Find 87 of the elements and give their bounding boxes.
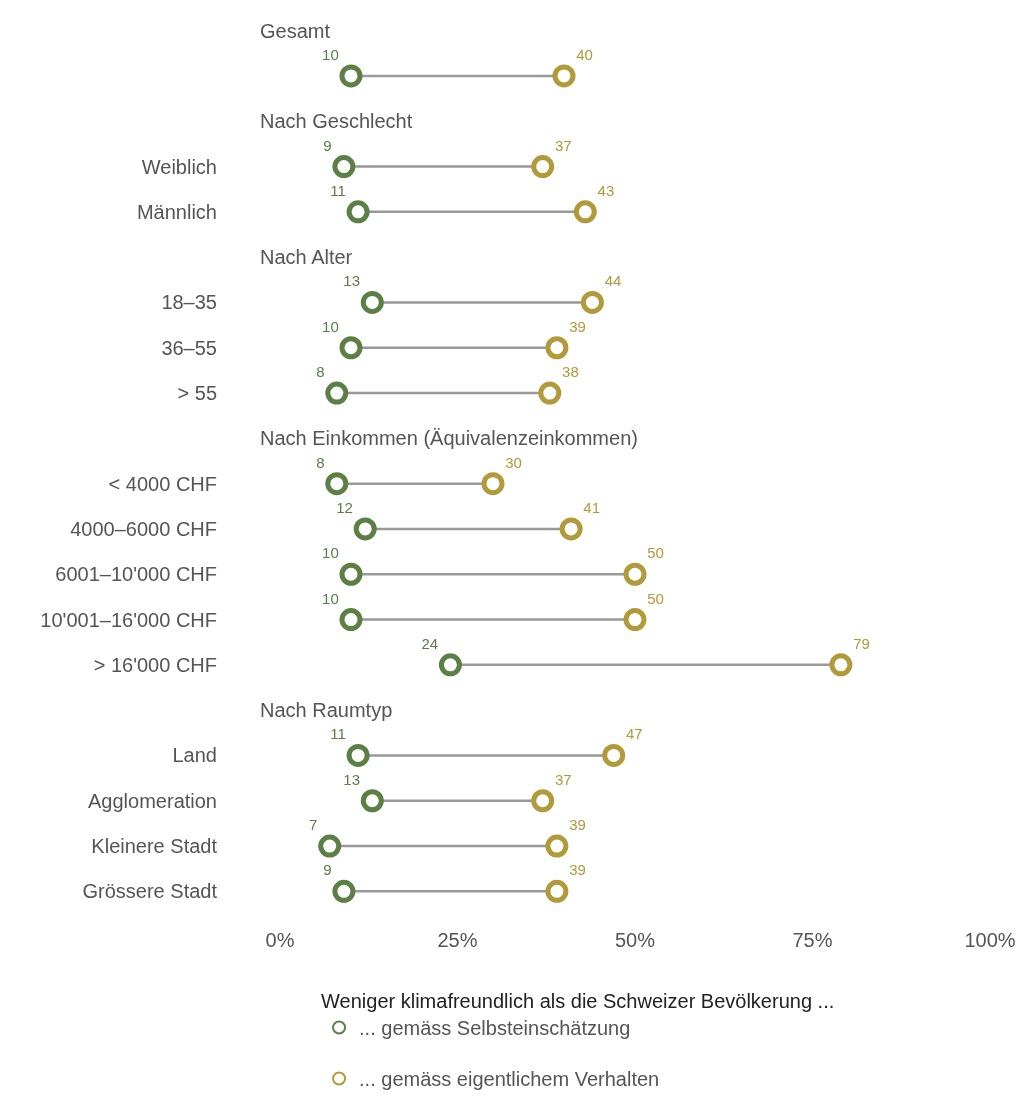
y-tick-label: > 16'000 CHF [93,653,217,676]
data-label: 10 [322,45,339,63]
data-label: 11 [330,181,346,199]
data-label: 9 [323,136,332,154]
y-tick-label: > 55 [177,382,217,405]
data-label: 39 [569,317,586,335]
point [332,879,356,903]
data-label: 8 [316,453,325,471]
y-tick-label: Männlich [136,200,217,223]
point [552,64,576,88]
data-label: 50 [647,544,664,562]
y-tick-label: Nach Einkommen (Äquivalenzeinkommen) [260,427,638,449]
legend-title: Weniger klimafreundlich als die Schweizer Bevölkerung ... [321,989,835,1012]
y-tick-label: Nach Alter [260,246,353,268]
x-tick-label: 0% [265,929,295,951]
data-label: 43 [597,181,615,199]
point [545,879,569,903]
y-tick-label: < 4000 CHF [108,472,217,495]
legend-label: ... gemäss Selbsteinschätzung [359,1017,631,1040]
point [318,834,342,858]
legend-label: ... gemäss eigentlichem Verhalten [359,1068,660,1091]
data-label: 39 [569,816,586,834]
data-label: 8 [316,363,325,381]
y-tick-label: 36–55 [161,336,217,359]
x-tick-label: 75% [792,929,833,951]
point [360,290,384,314]
x-tick-label: 50% [614,929,656,951]
point [580,290,604,314]
point [829,653,853,677]
point [545,336,569,360]
point [559,517,583,541]
point [573,200,597,224]
data-label: 41 [583,498,601,516]
data-label: 13 [343,770,361,788]
point [438,653,462,677]
x-tick-label: 25% [437,929,478,951]
y-tick-label: Nach Geschlecht [260,110,413,132]
point [481,472,505,496]
point [360,789,384,813]
x-tick-label: 100% [964,929,1016,951]
y-tick-label: Agglomeration [88,789,217,812]
data-label: 24 [421,634,439,652]
point [623,562,647,586]
data-label: 9 [323,861,332,879]
data-label: 79 [853,634,870,652]
y-tick-label: Grössere Stadt [82,880,218,903]
point [332,155,356,179]
point [325,381,349,405]
data-label: 10 [322,317,339,335]
y-tick-label: 4000–6000 CHF [70,517,217,540]
data-label: 30 [505,453,522,471]
data-label: 40 [576,45,593,63]
point [346,743,370,767]
data-label: 39 [569,861,586,879]
data-label: 37 [554,136,572,154]
y-tick-label: Kleinere Stadt [91,835,218,858]
data-label: 10 [322,589,339,607]
y-tick-label: Land [172,744,217,767]
point [339,608,363,632]
data-label: 11 [330,725,346,743]
point [602,743,626,767]
data-label: 47 [625,725,643,743]
point [339,64,363,88]
y-tick-label: Gesamt [260,20,331,42]
point [339,336,363,360]
point [538,381,562,405]
point [623,608,647,632]
data-label: 44 [604,272,622,290]
point [531,789,555,813]
point [339,562,363,586]
point [325,472,349,496]
data-label: 10 [322,544,339,562]
y-tick-label: Nach Raumtyp [260,699,393,721]
point [353,517,377,541]
data-label: 38 [562,363,579,381]
y-tick-label: Weiblich [141,155,217,178]
y-tick-label: 18–35 [161,291,217,314]
data-label: 7 [309,816,318,834]
data-label: 50 [647,589,664,607]
data-label: 12 [336,498,353,516]
point [531,155,555,179]
data-label: 37 [554,770,572,788]
data-label: 13 [343,272,361,290]
point [346,200,370,224]
y-tick-label: 6001–10'000 CHF [55,563,217,586]
point [545,834,569,858]
y-tick-label: 10'001–16'000 CHF [40,608,217,631]
